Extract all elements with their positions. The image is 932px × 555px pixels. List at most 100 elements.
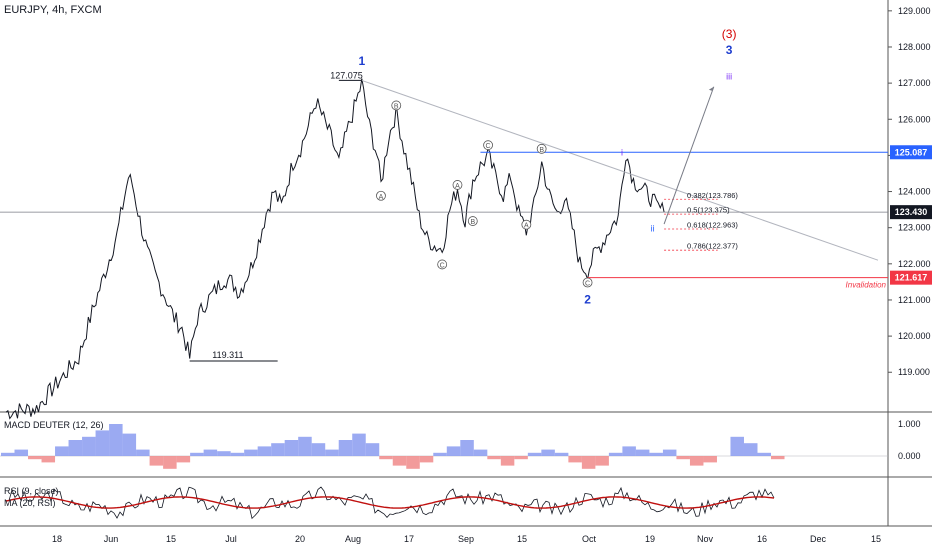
macd-tick-label: 1.000 <box>898 419 921 429</box>
y-tick-label: 129.000 <box>898 6 931 16</box>
level-badge <box>890 145 932 160</box>
y-tick-label: 122.000 <box>898 259 931 269</box>
wave-circle <box>376 190 386 201</box>
arrow-head <box>708 86 714 91</box>
wave-circle <box>452 180 463 190</box>
x-tick-label: 16 <box>757 534 767 544</box>
macd-bar <box>635 449 650 456</box>
wave-label: iii <box>726 72 732 82</box>
fib-label: 0.786(122.377) <box>687 242 738 251</box>
y-tick-label: 128.000 <box>898 42 931 52</box>
x-tick-label: 19 <box>645 534 655 544</box>
macd-bar <box>41 456 56 463</box>
level-label: 121.617 <box>895 273 928 283</box>
macd-label: MACD DEUTER (12, 26) <box>4 420 104 430</box>
rsi-ma-line <box>5 496 775 509</box>
macd-bar <box>203 449 218 456</box>
macd-bar <box>82 436 96 456</box>
invalidation-note: Invalidation <box>846 281 887 290</box>
macd-bar <box>595 456 609 466</box>
wave-label: 1 <box>358 54 365 68</box>
wave-label: 2 <box>584 293 591 307</box>
macd-bar <box>298 436 312 456</box>
wave-circle <box>467 216 478 226</box>
projection-arrow <box>663 86 715 225</box>
macd-bar <box>460 440 474 456</box>
wave-label: C <box>486 143 491 150</box>
y-tick-label: 126.000 <box>898 114 931 124</box>
chart-title: EURJPY, 4h, FXCM <box>4 4 102 16</box>
macd-bar <box>338 440 353 456</box>
x-tick-label: 18 <box>52 534 62 544</box>
macd-bar <box>568 456 582 463</box>
macd-bar <box>433 452 447 456</box>
rsi-line <box>5 486 775 520</box>
macd-bar <box>446 446 461 456</box>
macd-bar <box>311 443 326 456</box>
wave-circle <box>437 259 448 270</box>
macd-bar <box>487 456 501 460</box>
wave-circle <box>521 219 532 230</box>
macd-bar <box>284 440 299 456</box>
level-badge <box>890 270 932 285</box>
macd-bar <box>95 430 110 456</box>
macd-bar <box>257 446 272 456</box>
swing-low-label: 119.311 <box>212 350 243 360</box>
rsi-ma-label: MA (20, RSI) <box>4 498 56 508</box>
macd-bar <box>122 433 137 456</box>
macd-bar <box>730 436 744 456</box>
wave-label: 3 <box>726 43 733 57</box>
macd-bar <box>581 456 596 469</box>
macd-bar <box>244 449 258 456</box>
price-series-line <box>5 78 665 420</box>
macd-bar <box>554 452 569 456</box>
x-tick-label: 15 <box>517 534 527 544</box>
x-tick-label: 15 <box>166 534 176 544</box>
wave-circle <box>582 277 593 288</box>
macd-bar <box>473 449 488 456</box>
y-tick-label: 119.000 <box>898 367 930 377</box>
x-tick-label: 17 <box>404 534 414 544</box>
wave-label: C <box>585 281 590 288</box>
macd-bar <box>352 433 366 456</box>
macd-bar <box>217 451 231 456</box>
macd-bar <box>14 449 29 456</box>
wave-label: C <box>440 262 445 269</box>
macd-bar <box>379 456 393 460</box>
fib-label: 0.618(122.963) <box>687 221 738 230</box>
fib-label: 0.382(123.786) <box>687 191 738 200</box>
macd-bar <box>149 456 164 466</box>
macd-bar <box>68 440 83 456</box>
macd-bar <box>190 452 204 456</box>
macd-bar <box>500 456 515 466</box>
y-tick-label: 124.000 <box>898 187 931 197</box>
wave-label: A <box>379 194 384 201</box>
macd-bar <box>703 456 717 463</box>
wave-label: B <box>394 103 399 110</box>
macd-bar <box>136 449 150 456</box>
x-tick-label: Aug <box>345 534 361 544</box>
wave-label: (3) <box>722 27 737 41</box>
macd-bar <box>55 446 69 456</box>
wave-label: B <box>539 147 544 154</box>
macd-bar <box>176 456 191 463</box>
x-tick-label: Sep <box>458 534 474 544</box>
y-tick-label: 123.000 <box>898 223 931 233</box>
macd-bar <box>608 452 623 456</box>
y-tick-label: 127.000 <box>898 78 931 88</box>
swing-high-label: 127.075 <box>330 70 363 80</box>
macd-bar <box>109 424 123 456</box>
y-tick-label: 121.000 <box>898 295 931 305</box>
macd-bar <box>622 446 636 456</box>
macd-bar <box>419 456 434 463</box>
x-tick-label: Nov <box>697 534 714 544</box>
macd-bar <box>230 452 245 456</box>
x-tick-label: Jul <box>225 534 237 544</box>
x-tick-label: 15 <box>871 534 881 544</box>
wave-circle <box>536 143 547 154</box>
macd-bar <box>365 443 380 456</box>
rsi-label: RSI (9, close) <box>4 486 59 496</box>
fib-label: 0.5(123.375) <box>687 206 730 215</box>
